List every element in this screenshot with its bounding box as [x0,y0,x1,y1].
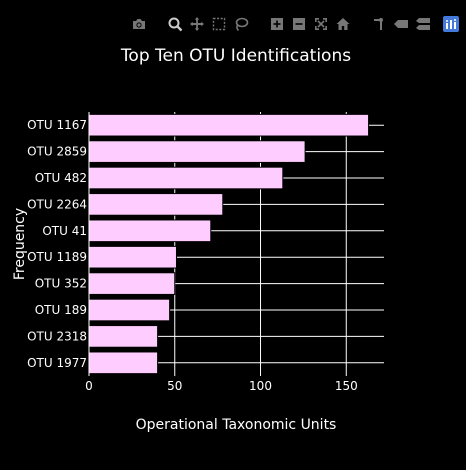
chart-title: Top Ten OTU Identifications [120,46,351,66]
autoscale-button[interactable] [310,14,332,34]
x-tick-label: 50 [167,379,182,393]
camera-button[interactable] [128,14,150,34]
hover-closest-icon [394,20,408,28]
modebar-group [128,14,150,34]
bar [88,245,177,269]
y-tick-labels: OTU 1167 OTU 2859 OTU 482 OTU 2264 OTU 41 OTU… [27,118,87,370]
y-tick-label: OTU 189 [35,303,87,317]
bar [88,113,370,137]
hover-closest-button[interactable] [390,14,412,34]
x-tick-label: 150 [335,379,358,393]
y-tick-label: OTU 41 [42,224,87,238]
x-tick-labels: 0 50 100 150 [85,379,358,393]
y-tick-label: OTU 2859 [27,145,87,159]
bar [88,351,159,375]
box-select-button[interactable] [208,14,230,34]
zoom-in-button[interactable] [266,14,288,34]
x-tick-label: 100 [249,379,272,393]
y-axis-title: Frequency [12,208,28,280]
plotly-logo-button[interactable] [442,15,460,33]
bars [88,113,370,375]
zoom-out-icon [293,18,305,30]
y-tick-label: OTU 482 [35,171,87,185]
y-tick-label: OTU 2318 [27,329,87,343]
bar [88,193,224,216]
home-button[interactable] [332,14,354,34]
x-tick-label: 0 [85,379,93,393]
bar [88,219,212,243]
modebar-group [266,14,354,34]
lasso-select-button[interactable] [230,14,252,34]
bar [88,166,284,190]
zoom-out-button[interactable] [288,14,310,34]
zoom-icon [168,17,183,32]
box-select-icon [212,17,226,31]
zoom-button[interactable] [164,14,186,34]
autoscale-icon [315,18,327,30]
lasso-select-icon [235,17,249,32]
y-tick-label: OTU 1189 [27,250,87,264]
spike-lines-icon [374,18,383,30]
home-icon [336,18,350,30]
zoom-in-icon [271,18,283,30]
y-tick-label: OTU 1977 [27,356,87,370]
y-tick-label: OTU 352 [35,277,87,291]
plotly-logo-icon [443,16,459,32]
pan-button[interactable] [186,14,208,34]
bar [88,298,171,322]
pan-icon [190,17,204,31]
hover-compare-button[interactable] [412,14,434,34]
spike-lines-button[interactable] [368,14,390,34]
bar [88,140,306,163]
modebar-group [368,14,460,34]
y-tick-label: OTU 2264 [27,197,87,211]
hover-compare-icon [416,18,430,30]
modebar-toolbar [114,14,460,34]
camera-icon [133,19,145,29]
y-tick-label: OTU 1167 [27,118,87,132]
bar [88,325,159,348]
modebar-group [164,14,252,34]
x-axis-title: Operational Taxonomic Units [136,417,337,433]
bar [88,272,176,295]
